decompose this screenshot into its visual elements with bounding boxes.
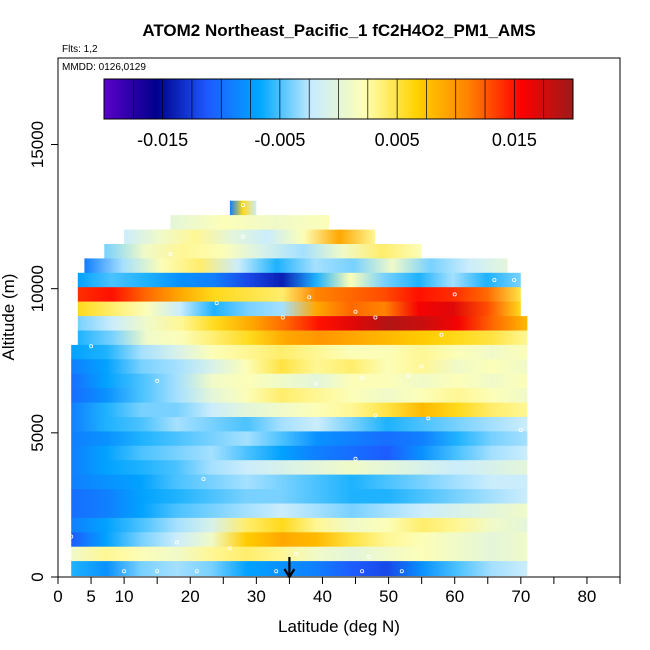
y-tick-label: 0 (28, 572, 47, 581)
x-tick-label: 10 (115, 587, 134, 606)
x-axis-label: Latitude (deg N) (278, 617, 400, 636)
latitude-arrow (283, 557, 296, 580)
x-axis: 0 5 10 20 30 40 50 60 70 80 (53, 577, 621, 606)
chart-title: ATOM2 Northeast_Pacific_1 fC2H4O2_PM1_AM… (142, 21, 535, 40)
heatmap-layer (71, 359, 528, 375)
sample-point (439, 332, 444, 337)
y-axis-label: Altitude (m) (0, 274, 18, 361)
heatmap-layer (77, 330, 528, 346)
x-tick-label: 40 (313, 587, 332, 606)
heatmap-layer (71, 388, 528, 404)
x-tick-label: 20 (181, 587, 200, 606)
sample-point (174, 540, 179, 545)
colorbar-tick-label: -0.005 (254, 130, 305, 150)
sample-point (373, 315, 378, 320)
y-tick-label: 5000 (28, 414, 47, 452)
colorbar-tick-label: 0.005 (375, 130, 420, 150)
heatmap-layer (229, 200, 257, 216)
sample-point (89, 344, 94, 349)
sample-point (419, 364, 424, 369)
x-tick-label: 5 (86, 587, 95, 606)
heatmap-layer (170, 215, 330, 231)
sample-point (366, 554, 371, 559)
colorbar-tick-label: 0.015 (492, 130, 537, 150)
heatmap-layer (77, 272, 521, 288)
plot-frame (57, 57, 621, 578)
colorbar: -0.015 -0.005 0.005 0.015 (103, 78, 574, 150)
sample-point (353, 309, 358, 314)
sample-point (227, 546, 232, 551)
sample-point (194, 569, 199, 574)
sample-point (360, 375, 365, 380)
flights-annotation: Flts: 1,2 (62, 44, 98, 55)
y-tick-label: 15000 (28, 121, 47, 168)
x-tick-label: 60 (445, 587, 464, 606)
sample-point (168, 252, 173, 257)
x-tick-label: 80 (577, 587, 596, 606)
sample-point (241, 234, 246, 239)
sample-point (313, 381, 318, 386)
x-tick-label: 30 (247, 587, 266, 606)
heatmap-layer (84, 258, 508, 274)
heatmap-layer (71, 373, 528, 389)
x-tick-label: 50 (379, 587, 398, 606)
sample-point (452, 292, 457, 297)
y-tick-label: 10000 (28, 265, 47, 312)
sample-points (69, 203, 523, 574)
heatmap-layer (71, 503, 528, 519)
colorbar-tick-label: -0.015 (137, 130, 188, 150)
heatmap-layer (71, 460, 528, 476)
sample-point (155, 569, 160, 574)
sample-point (214, 301, 219, 306)
heatmap-layer (71, 431, 528, 447)
sample-point (518, 427, 523, 432)
sample-point (353, 456, 358, 461)
heatmap-layer (77, 301, 521, 317)
heatmap-layer (71, 402, 528, 418)
sample-point (307, 295, 312, 300)
x-tick-label: 0 (53, 587, 62, 606)
sample-point (280, 315, 285, 320)
heatmap-layer (71, 561, 528, 577)
sample-point (492, 277, 497, 282)
heatmap-layer (77, 316, 528, 332)
heatmap-layers (71, 200, 528, 577)
sample-point (406, 373, 411, 378)
heatmap-layer (71, 445, 528, 461)
sample-point (512, 277, 517, 282)
heatmap-layer (104, 244, 422, 259)
sample-point (89, 249, 94, 254)
heatmap-layer (71, 517, 528, 533)
x-tick-label: 70 (511, 587, 530, 606)
arrow-head (283, 568, 296, 580)
sample-point (201, 476, 206, 481)
sample-point (293, 551, 298, 556)
sample-point (122, 569, 127, 574)
heatmap-layer (71, 417, 528, 432)
sample-point (426, 416, 431, 421)
sample-point (399, 569, 404, 574)
colorbar-frame (103, 78, 574, 120)
sample-point (155, 378, 160, 383)
dates-annotation: MMDD: 0126,0129 (62, 62, 146, 73)
heatmap-layer (124, 229, 376, 245)
heatmap-layer (71, 489, 528, 505)
heatmap-layer (71, 474, 528, 490)
heatmap-layer (71, 344, 528, 360)
heatmap-layer (77, 287, 521, 303)
y-axis: 0 5000 10000 15000 (28, 121, 58, 582)
heatmap-layer (71, 546, 528, 562)
sample-point (360, 569, 365, 574)
sample-point (274, 569, 279, 574)
sample-point (69, 534, 74, 539)
heatmap-layer (71, 532, 528, 548)
sample-point (373, 413, 378, 418)
sample-point (241, 203, 246, 208)
